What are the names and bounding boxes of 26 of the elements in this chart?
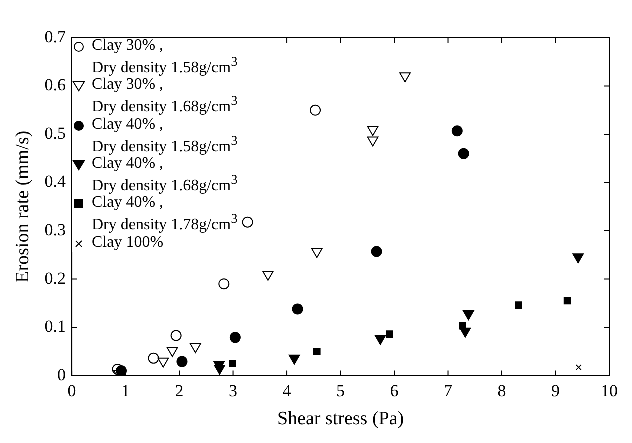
y-tick-label: 0	[58, 365, 66, 384]
x-tick-label: 8	[498, 381, 506, 400]
x-tick-label: 2	[175, 381, 184, 400]
x-axis-title: Shear stress (Pa)	[277, 408, 404, 430]
y-tick-label: 0.5	[44, 124, 66, 143]
x-tick-label: 9	[552, 381, 560, 400]
legend-label: Clay 30% , Dry density 1.58g/cm$^{3}$	[92, 37, 238, 76]
x-tick-label: 1	[122, 381, 130, 400]
x-tick-label: 3	[229, 381, 238, 400]
legend-label: Clay 40% , Dry density 1.58g/cm$^{3}$	[92, 116, 238, 155]
x-tick-label: 4	[282, 381, 292, 400]
y-tick-label: 0.4	[44, 172, 67, 192]
x-tick-label: 7	[444, 381, 454, 400]
legend-label: Clay 40% , Dry density 1.78g/cm$^{3}$	[92, 194, 238, 234]
y-tick-label: 0.6	[44, 76, 66, 95]
legend-label: Clay 30% , Dry density 1.68g/cm$^{3}$	[92, 76, 238, 116]
y-tick-label: 0.3	[44, 220, 66, 240]
x-tick-label: 10	[601, 381, 618, 400]
y-tick-label: 0.2	[44, 268, 66, 288]
x-tick-label: 6	[390, 381, 399, 400]
y-tick-label: 0.7	[44, 27, 67, 46]
legend-label: Clay 100%	[92, 234, 164, 251]
legend-label: Clay 40% , Dry density 1.68g/cm$^{3}$	[92, 154, 238, 194]
x-tick-label: 5	[336, 381, 346, 400]
y-tick-label: 0.1	[44, 317, 66, 336]
y-axis-title: Erosion rate (mm/s)	[12, 130, 34, 283]
